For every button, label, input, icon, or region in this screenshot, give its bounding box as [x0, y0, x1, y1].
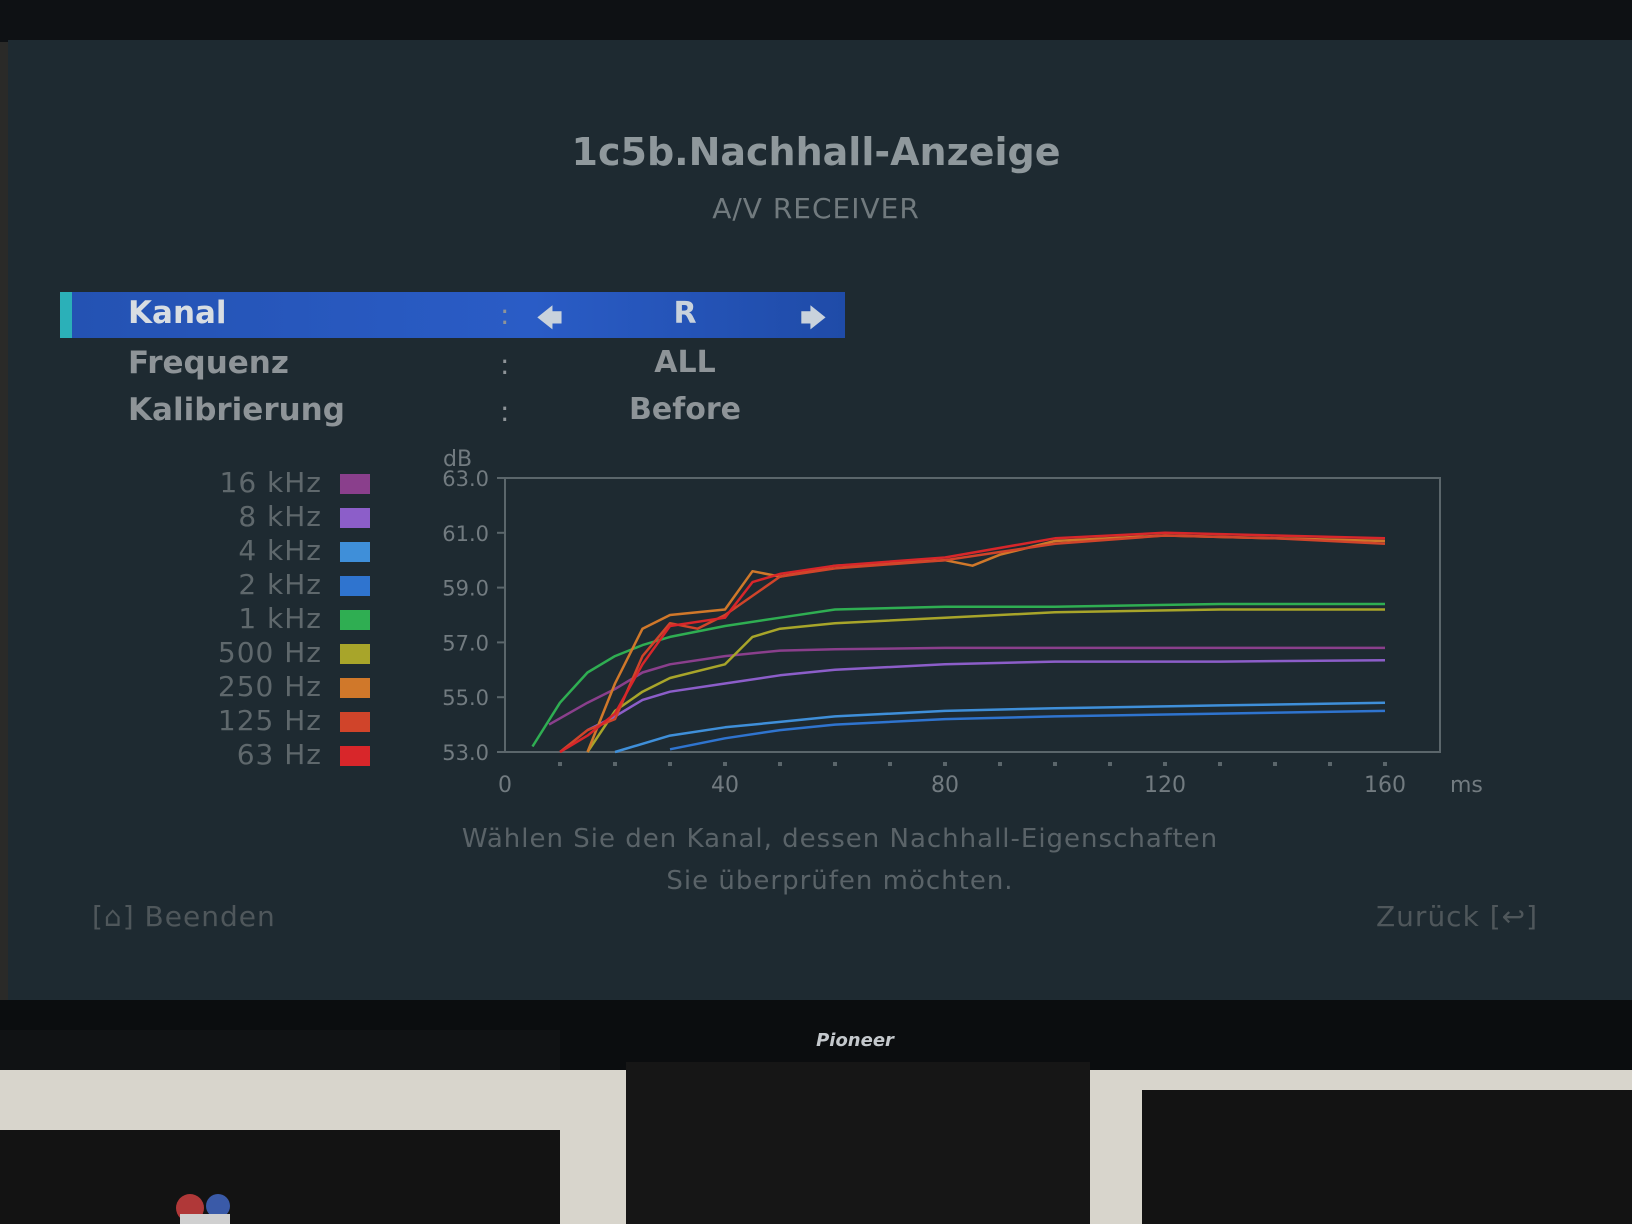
- x-tick-label: 160: [1364, 773, 1406, 798]
- menu-item-value: Before: [628, 392, 742, 427]
- legend-label: 1 kHz: [238, 602, 322, 635]
- hint-line-1: Wählen Sie den Kanal, dessen Nachhall-Ei…: [461, 824, 1219, 854]
- y-tick-label: 57.0: [442, 631, 489, 655]
- tv-screen: [8, 40, 1632, 1000]
- center-speaker: [626, 1062, 1090, 1224]
- x-tick-label: 40: [711, 773, 739, 798]
- y-tick-label: 55.0: [442, 686, 489, 710]
- legend-label: 500 Hz: [217, 636, 322, 669]
- legend-swatch: [340, 644, 370, 664]
- legend-swatch: [340, 474, 370, 494]
- back-button[interactable]: Zurück [↩]: [1376, 900, 1538, 933]
- x-minor-tick: [833, 762, 837, 766]
- legend-swatch: [340, 712, 370, 732]
- x-minor-tick: [1273, 762, 1277, 766]
- plot-frame: [504, 477, 1441, 753]
- exit-label: Beenden: [144, 900, 276, 933]
- return-key-icon: [↩]: [1489, 900, 1539, 933]
- figurine: [176, 1194, 230, 1224]
- x-minor-tick: [1328, 762, 1332, 766]
- arrow-left-icon[interactable]: 🡄: [536, 304, 563, 334]
- x-minor-tick: [613, 762, 617, 766]
- series-line: [559, 531, 1386, 754]
- exit-button[interactable]: [⌂] Beenden: [92, 900, 276, 933]
- arrow-right-icon[interactable]: 🡆: [800, 304, 827, 334]
- menu-item-colon: :: [500, 298, 510, 331]
- legend-swatch: [340, 576, 370, 596]
- legend-swatch: [340, 542, 370, 562]
- series-line: [586, 658, 1386, 732]
- menu-item-label: Kalibrierung: [128, 392, 345, 428]
- menu-item-label: Frequenz: [128, 345, 289, 381]
- hint-line-2: Sie überprüfen möchten.: [666, 866, 1014, 896]
- series-line: [669, 709, 1386, 751]
- x-axis-label: ms: [1450, 773, 1483, 798]
- x-minor-tick: [668, 762, 672, 766]
- legend-label: 250 Hz: [217, 670, 322, 703]
- legend-swatch: [340, 508, 370, 528]
- legend-label: 16 kHz: [219, 466, 322, 499]
- menu-item-value: ALL: [654, 345, 716, 380]
- x-minor-tick: [998, 762, 1002, 766]
- series-line: [614, 701, 1386, 754]
- series-line: [531, 602, 1385, 748]
- x-tick-label: 80: [931, 773, 959, 798]
- x-minor-tick: [1218, 762, 1222, 766]
- x-minor-tick: [1108, 762, 1112, 766]
- x-minor-tick: [1053, 762, 1057, 766]
- x-tick-label: 120: [1144, 773, 1186, 798]
- y-tick-label: 59.0: [442, 577, 489, 601]
- menu-selection-accent: [60, 292, 72, 338]
- x-minor-tick: [723, 762, 727, 766]
- speaker-left: [0, 1130, 560, 1224]
- legend-label: 125 Hz: [217, 704, 322, 737]
- menu-selection-highlight: [60, 292, 845, 338]
- x-minor-tick: [1163, 762, 1167, 766]
- y-tick-label: 63.0: [442, 467, 489, 491]
- x-minor-tick: [558, 762, 562, 766]
- tv-bezel-lower-left: [0, 1030, 560, 1070]
- legend-swatch: [340, 746, 370, 766]
- y-tick-label: 53.0: [442, 741, 489, 765]
- tv-bezel-top: [0, 0, 1632, 42]
- series-line: [548, 646, 1385, 726]
- menu-item-colon: :: [500, 348, 510, 381]
- legend-swatch: [340, 610, 370, 630]
- legend-label: 2 kHz: [238, 568, 322, 601]
- x-minor-tick: [888, 762, 892, 766]
- home-key-icon: [⌂]: [92, 900, 135, 933]
- series-line: [586, 608, 1385, 753]
- series-line: [586, 534, 1386, 753]
- speaker-right: [1142, 1090, 1632, 1224]
- x-minor-tick: [778, 762, 782, 766]
- y-tick-label: 61.0: [442, 522, 489, 546]
- legend-swatch: [340, 678, 370, 698]
- legend-label: 4 kHz: [238, 534, 322, 567]
- page-title: 1c5b.Nachhall-Anzeige: [571, 130, 1061, 174]
- back-label: Zurück: [1376, 900, 1480, 933]
- y-axis-label: dB: [443, 448, 472, 472]
- page-subtitle: A/V RECEIVER: [712, 192, 920, 225]
- x-tick-label: 0: [498, 773, 512, 798]
- legend-label: 63 Hz: [236, 738, 322, 771]
- brand-logo: Pioneer: [816, 1030, 894, 1051]
- x-minor-tick: [1383, 762, 1387, 766]
- menu-item-colon: :: [500, 395, 510, 428]
- x-minor-tick: [943, 762, 947, 766]
- legend-label: 8 kHz: [238, 500, 322, 533]
- menu-item-label: Kanal: [128, 295, 227, 331]
- menu-item-value: R: [673, 296, 697, 331]
